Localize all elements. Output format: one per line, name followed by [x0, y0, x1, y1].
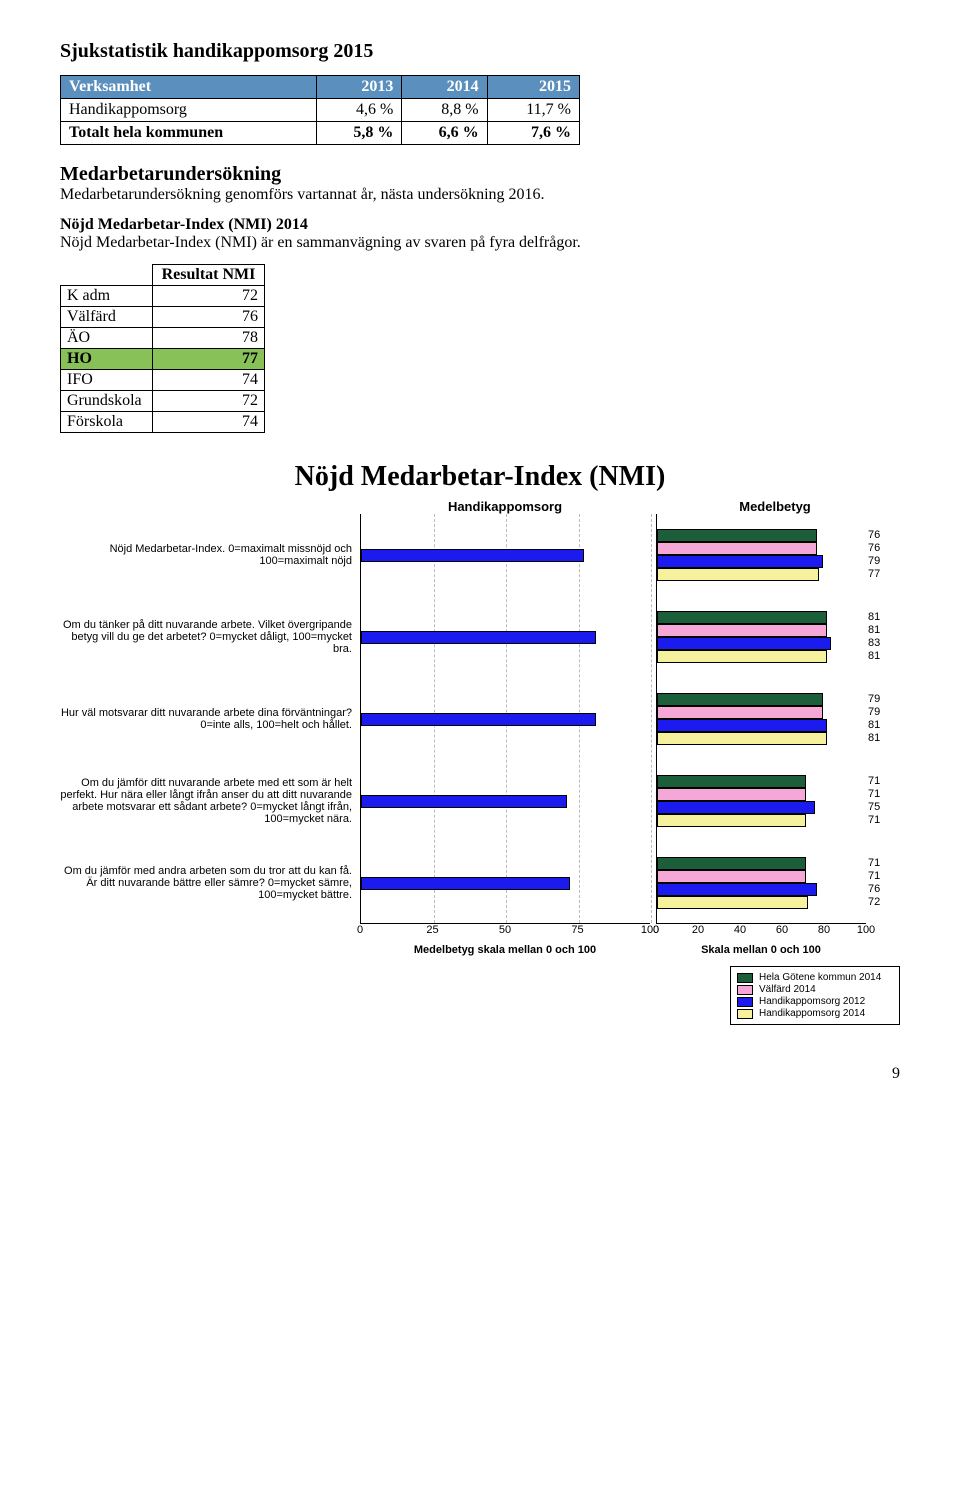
legend-item: Hela Götene kommun 2014	[737, 972, 893, 983]
chart-question-label: Om du jämför ditt nuvarande arbete med e…	[60, 760, 352, 842]
chart-value-label: 77	[868, 568, 880, 581]
legend-label: Hela Götene kommun 2014	[759, 972, 881, 983]
legend-swatch	[737, 973, 753, 983]
section-text: Medarbetarundersökning genomförs vartann…	[60, 186, 900, 204]
chart-title: Nöjd Medarbetar-Index (NMI)	[60, 461, 900, 493]
x-axis-label-left: Medelbetyg skala mellan 0 och 100	[360, 944, 650, 956]
table-row: Handikappomsorg4,6 %8,8 %11,7 %	[61, 99, 580, 122]
legend-swatch	[737, 1009, 753, 1019]
section-block: Nöjd Medarbetar-Index (NMI) 2014 Nöjd Me…	[60, 216, 900, 252]
chart-value-label: 71	[868, 857, 880, 870]
sick-stats-table: Verksamhet201320142015 Handikappomsorg4,…	[60, 75, 580, 145]
chart-bar	[657, 788, 806, 801]
chart-question-label: Om du jämför med andra arbeten som du tr…	[60, 842, 352, 924]
legend-label: Handikappomsorg 2012	[759, 996, 865, 1007]
chart-value-label: 81	[868, 624, 880, 637]
chart-bar	[361, 713, 596, 726]
chart-value-label: 79	[868, 555, 880, 568]
chart-bar	[657, 775, 806, 788]
chart-bar	[361, 631, 596, 644]
page-number: 9	[60, 1065, 900, 1083]
chart-bar	[657, 693, 823, 706]
chart-bar	[657, 870, 806, 883]
chart-bar	[657, 637, 831, 650]
nmi-heading: Nöjd Medarbetar-Index (NMI) 2014	[60, 216, 308, 233]
chart-bar	[657, 732, 827, 745]
table-row: Totalt hela kommunen5,8 %6,6 %7,6 %	[61, 122, 580, 145]
table-col-header: 2013	[317, 76, 402, 99]
nmi-chart: Nöjd Medarbetar-Index (NMI) Handikappoms…	[60, 461, 900, 1025]
chart-bar	[657, 719, 827, 732]
chart-bar	[657, 857, 806, 870]
chart-value-label: 71	[868, 814, 880, 827]
page-title: Sjukstatistik handikappomsorg 2015	[60, 40, 900, 63]
chart-value-label: 71	[868, 870, 880, 883]
table-row: HO77	[61, 349, 265, 370]
chart-bar	[361, 795, 567, 808]
legend-label: Handikappomsorg 2014	[759, 1008, 865, 1019]
chart-value-label: 75	[868, 801, 880, 814]
chart-subtitle-right: Medelbetyg	[650, 499, 900, 514]
table-row: Grundskola72	[61, 391, 265, 412]
chart-value-label: 81	[868, 611, 880, 624]
chart-bar	[657, 542, 817, 555]
chart-bar	[657, 650, 827, 663]
nmi-text: Nöjd Medarbetar-Index (NMI) är en samman…	[60, 234, 581, 251]
chart-bar	[657, 883, 817, 896]
chart-value-label: 79	[868, 706, 880, 719]
chart-value-label: 71	[868, 775, 880, 788]
nmi-table: Resultat NMI K adm72Välfärd76ÄO78HO77IFO…	[60, 264, 265, 433]
table-header-row: Verksamhet201320142015	[61, 76, 580, 99]
chart-bar	[657, 555, 823, 568]
chart-question-label: Hur väl motsvarar ditt nuvarande arbete …	[60, 678, 352, 760]
chart-bar	[361, 549, 584, 562]
legend-item: Välfärd 2014	[737, 984, 893, 995]
chart-value-label: 81	[868, 650, 880, 663]
legend-swatch	[737, 985, 753, 995]
legend-swatch	[737, 997, 753, 1007]
chart-question-label: Nöjd Medarbetar-Index. 0=maximalt missnö…	[60, 514, 352, 596]
chart-value-label: 72	[868, 896, 880, 909]
table-row: Välfärd76	[61, 307, 265, 328]
x-axis-label-right: Skala mellan 0 och 100	[656, 944, 866, 956]
chart-bar	[657, 814, 806, 827]
chart-bar	[657, 624, 827, 637]
chart-value-label: 76	[868, 529, 880, 542]
table-col-header: Verksamhet	[61, 76, 317, 99]
legend-item: Handikappomsorg 2012	[737, 996, 893, 1007]
chart-value-label: 76	[868, 542, 880, 555]
chart-value-label: 76	[868, 883, 880, 896]
chart-value-label: 71	[868, 788, 880, 801]
nmi-header: Resultat NMI	[152, 265, 264, 286]
table-col-header: 2015	[487, 76, 579, 99]
table-row: ÄO78	[61, 328, 265, 349]
chart-legend: Hela Götene kommun 2014Välfärd 2014Handi…	[730, 966, 900, 1025]
table-row: IFO74	[61, 370, 265, 391]
chart-subtitle-left: Handikappomsorg	[360, 499, 650, 514]
chart-bar	[657, 529, 817, 542]
chart-bar	[657, 896, 808, 909]
chart-bar	[361, 877, 570, 890]
legend-label: Välfärd 2014	[759, 984, 816, 995]
table-row: Förskola74	[61, 412, 265, 433]
chart-bar	[657, 706, 823, 719]
legend-item: Handikappomsorg 2014	[737, 1008, 893, 1019]
table-col-header: 2014	[402, 76, 487, 99]
nmi-empty-cell	[61, 265, 153, 286]
chart-value-label: 81	[868, 719, 880, 732]
chart-bar	[657, 801, 815, 814]
chart-question-label: Om du tänker på ditt nuvarande arbete. V…	[60, 596, 352, 678]
chart-value-label: 83	[868, 637, 880, 650]
section-heading: Medarbetarundersökning	[60, 163, 900, 186]
chart-value-label: 79	[868, 693, 880, 706]
chart-value-label: 81	[868, 732, 880, 745]
chart-bar	[657, 611, 827, 624]
table-row: K adm72	[61, 286, 265, 307]
chart-bar	[657, 568, 819, 581]
